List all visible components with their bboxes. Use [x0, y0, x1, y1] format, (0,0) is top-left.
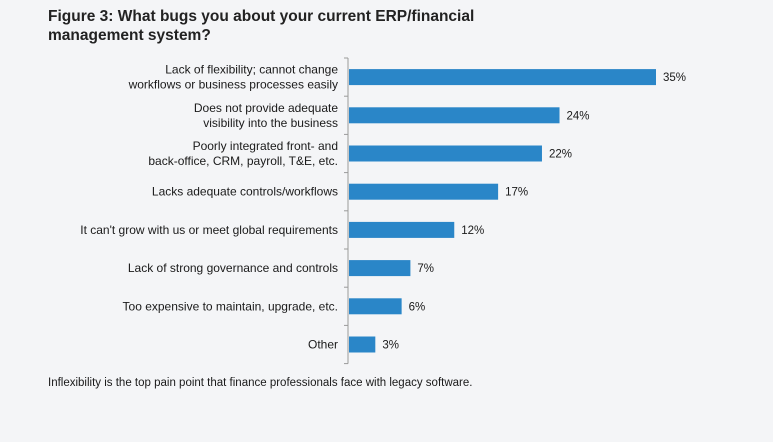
category-label-line: Lacks adequate controls/workflows — [152, 185, 338, 199]
value-label: 22% — [549, 149, 572, 161]
bar — [349, 145, 542, 162]
bar — [349, 69, 656, 86]
category-label-line: visibility into the business — [203, 116, 338, 130]
category-label: Too expensive to maintain, upgrade, etc. — [123, 299, 338, 313]
value-label: 35% — [663, 72, 686, 84]
category-label: Lack of strong governance and controls — [128, 261, 338, 275]
value-label: 6% — [409, 301, 426, 313]
bars-group — [349, 69, 656, 353]
category-label-line: Too expensive to maintain, upgrade, etc. — [123, 299, 338, 313]
category-labels-group: Lack of flexibility; cannot change workfl… — [80, 63, 338, 352]
category-label-line: Lack of flexibility; cannot change — [165, 63, 338, 77]
category-label-line: Lack of strong governance and controls — [128, 261, 338, 275]
value-label: 7% — [417, 263, 434, 275]
category-label-line: back-office, CRM, payroll, T&E, etc. — [148, 154, 338, 168]
bar — [349, 183, 499, 200]
category-label: Does not provide adequate visibility into… — [194, 101, 338, 130]
category-label-line: Poorly integrated front- and — [193, 139, 338, 153]
value-label: 17% — [505, 187, 528, 199]
category-axis-ticks — [344, 57, 348, 365]
category-label: Poorly integrated front- and back-office,… — [148, 139, 338, 168]
bar — [349, 260, 411, 277]
category-label: Lacks adequate controls/workflows — [152, 185, 338, 199]
value-label: 3% — [382, 340, 399, 352]
bar — [349, 107, 560, 124]
category-label-line: Other — [308, 338, 338, 352]
category-label-line: Does not provide adequate — [194, 101, 338, 115]
bar — [349, 298, 402, 315]
chart-title: Figure 3: What bugs you about your curre… — [48, 8, 475, 44]
category-label: It can't grow with us or meet global req… — [80, 223, 338, 237]
category-label: Lack of flexibility; cannot change workfl… — [128, 63, 339, 92]
value-label: 24% — [567, 110, 590, 122]
value-labels-group: 35% 24% 22% 17% 12% 7% 6% 3% — [382, 72, 686, 351]
value-label: 12% — [461, 225, 484, 237]
category-label-line: It can't grow with us or meet global req… — [80, 223, 338, 237]
bar — [349, 336, 376, 353]
category-label-line: workflows or business processes easily — [128, 78, 338, 92]
category-label: Other — [308, 338, 338, 352]
bar — [349, 221, 455, 238]
chart-caption: Inflexibility is the top pain point that… — [48, 377, 473, 389]
